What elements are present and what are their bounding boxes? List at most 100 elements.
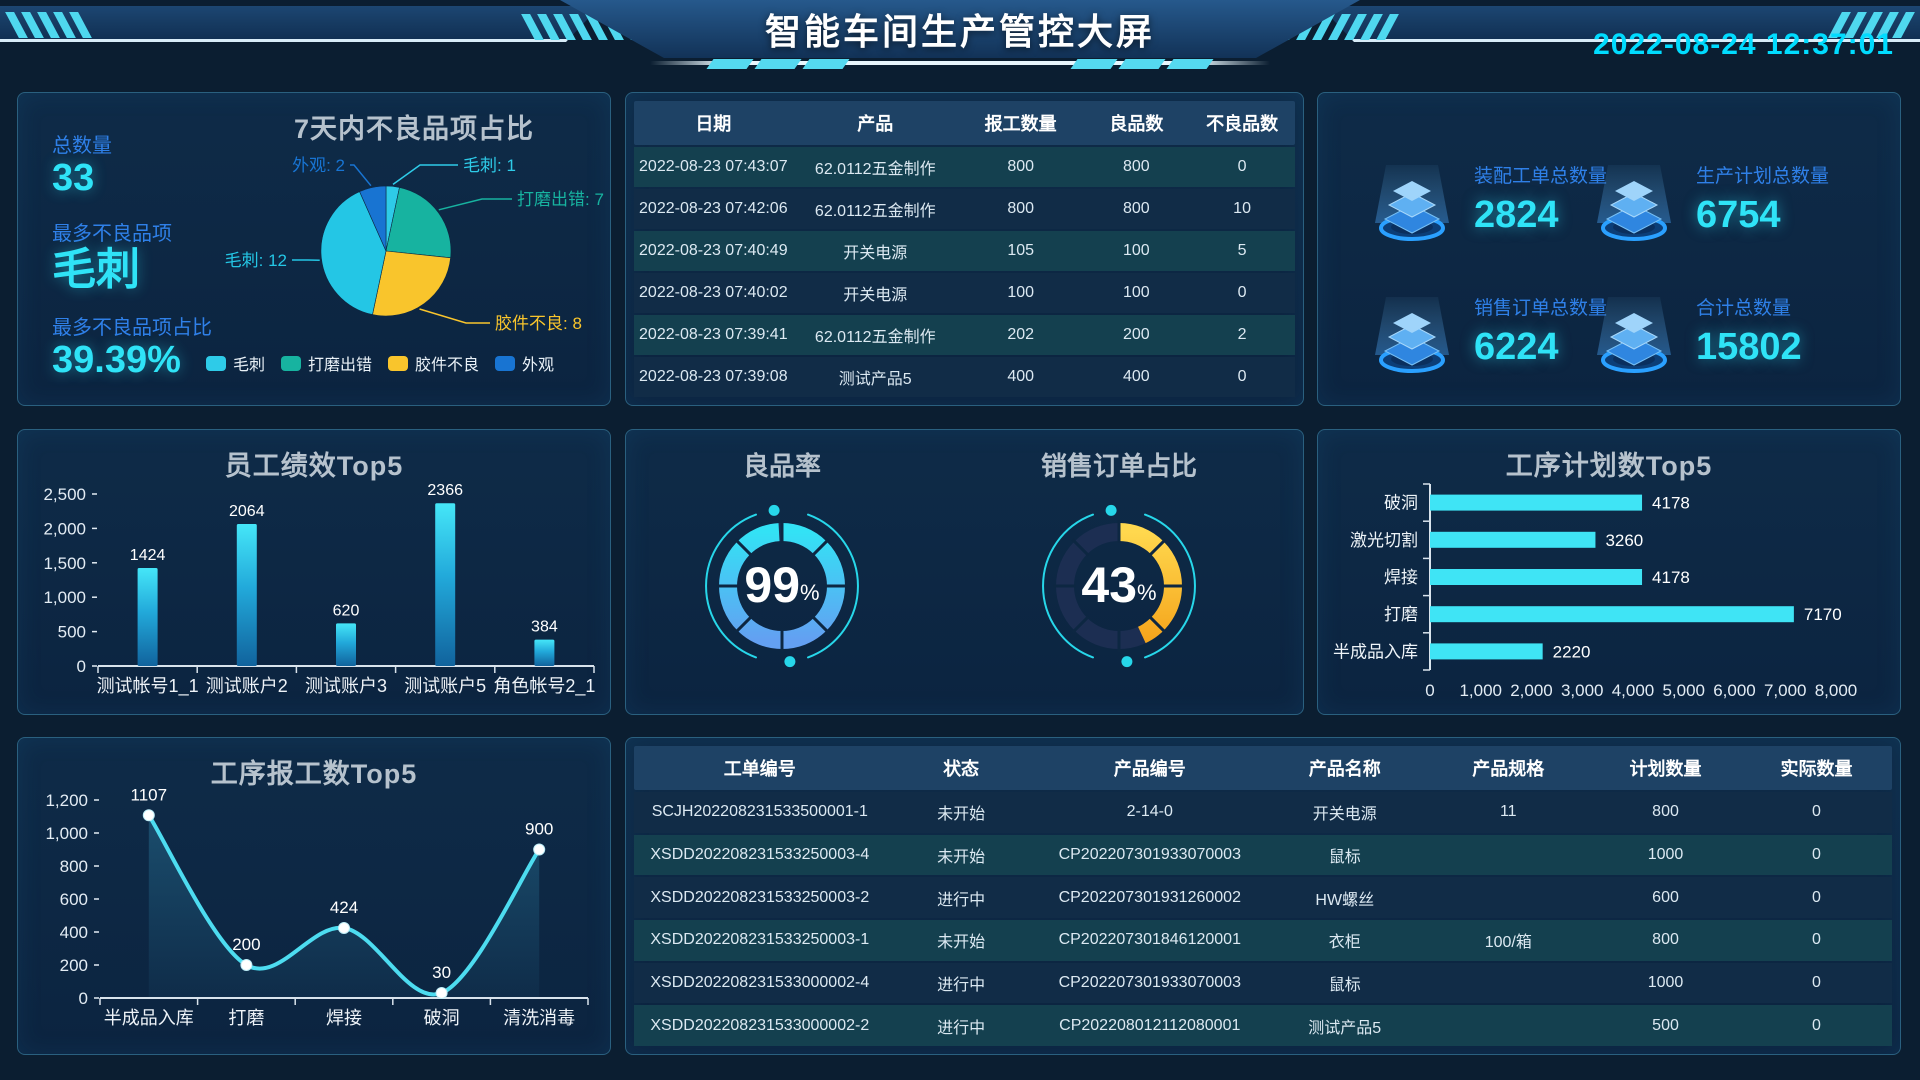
svg-text:测试帐号1_1: 测试帐号1_1: [97, 676, 199, 697]
svg-text:3260: 3260: [1605, 531, 1643, 550]
svg-text:0: 0: [77, 657, 86, 676]
table-cell: 500: [1652, 1016, 1679, 1034]
svg-text:焊接: 焊接: [326, 1008, 362, 1028]
stat-card-label: 销售订单总数量: [1474, 298, 1608, 319]
layer-stack-icon: [1362, 287, 1462, 387]
panel-performance-bar: 员工绩效Top5 0 500 1,000 1,500 2,000 2,500 1424 测试帐…: [17, 429, 611, 715]
table-cell: 鼠标: [1328, 977, 1361, 995]
svg-text:0: 0: [79, 989, 88, 1008]
table-row: 2022-08-23 07:42:06 62.0112五金制作 800 800 10: [634, 189, 1295, 229]
datetime-display: 2022-08-24 12:37:01: [1593, 28, 1894, 61]
table-cell: 进行中: [937, 977, 986, 995]
table-cell: 0: [1812, 931, 1821, 949]
table-cell: 202: [1007, 326, 1035, 343]
svg-text:焊接: 焊接: [1384, 568, 1418, 587]
svg-text:2,000: 2,000: [1510, 681, 1553, 700]
svg-text:2,000: 2,000: [43, 519, 86, 538]
table-cell: 0: [1812, 803, 1821, 821]
panel-title: 工序报工数Top5: [210, 759, 418, 789]
column-header: 产品: [857, 114, 894, 134]
table-cell: 0: [1237, 158, 1247, 175]
table-header-row: 日期 产品 报工数量 良品数 不良品数: [634, 101, 1295, 145]
table-cell: 800: [1122, 200, 1150, 217]
table-cell: 2: [1237, 326, 1247, 343]
order-table: 工单编号 状态 产品编号 产品名称 产品规格 计划数量 实际数量 SCJH2022082315…: [634, 746, 1892, 1047]
column-header: 不良品数: [1206, 114, 1279, 134]
table-cell: 0: [1237, 368, 1247, 385]
table-cell: 0: [1237, 284, 1247, 301]
stat-total: 总数量 33: [52, 129, 112, 200]
legend-item: 胶件不良: [388, 351, 479, 375]
table-row: 2022-08-23 07:39:41 62.0112五金制作 202 200 2: [634, 315, 1295, 355]
panel-plan-hbar: 工序计划数Top5 4178 破洞 3260 激光切割 4178 焊接 7170 打磨 2220…: [1317, 429, 1901, 715]
table-cell: 0: [1812, 888, 1821, 906]
svg-text:6,000: 6,000: [1713, 681, 1756, 700]
svg-text:破洞: 破洞: [424, 1008, 460, 1028]
table-cell: 开关电源: [843, 245, 908, 262]
svg-text:400: 400: [60, 923, 88, 942]
svg-text:打磨: 打磨: [1384, 605, 1418, 624]
panel-title: 员工绩效Top5: [224, 451, 404, 481]
table-cell: 10: [1233, 200, 1251, 217]
svg-text:毛刺: 1: 毛刺: 1: [463, 156, 516, 175]
svg-text:1,500: 1,500: [43, 554, 86, 573]
table-cell: 0: [1812, 974, 1821, 992]
page-title: 智能车间生产管控大屏: [764, 11, 1155, 52]
svg-text:600: 600: [60, 890, 88, 909]
panel-title: 工序计划数Top5: [1505, 451, 1713, 481]
svg-text:打磨: 打磨: [228, 1008, 264, 1028]
table-cell: 测试产品5: [1308, 1019, 1382, 1037]
table-cell: 100: [1122, 242, 1150, 259]
stat-top-defect: 最多不良品项 毛刺: [52, 217, 172, 294]
svg-text:424: 424: [330, 898, 358, 917]
table-cell: XSDD202208231533250003-4: [650, 846, 870, 863]
svg-text:1,000: 1,000: [1459, 681, 1502, 700]
table-row: 2022-08-23 07:40:49 开关电源 105 100 5: [634, 231, 1295, 271]
stat-card-production-plans: 生产计划总数量 6754: [1584, 155, 1829, 255]
svg-text:5,000: 5,000: [1662, 681, 1705, 700]
header-band-right: [1320, 6, 1920, 42]
table-cell: 2022-08-23 07:42:06: [639, 200, 788, 217]
stat-card-assembly-orders: 装配工单总数量 2824: [1362, 155, 1607, 255]
table-cell: 200: [1122, 326, 1150, 343]
svg-text:测试账户3: 测试账户3: [305, 676, 387, 696]
svg-text:测试账户2: 测试账户2: [206, 676, 288, 696]
stat-card-label: 合计总数量: [1696, 298, 1792, 319]
svg-text:半成品入库: 半成品入库: [1333, 642, 1418, 661]
report-table: 日期 产品 报工数量 良品数 不良品数 2022-08-23 07:43:07 62.011…: [634, 101, 1295, 397]
stat-card-total: 合计总数量 15802: [1584, 287, 1802, 387]
svg-text:1,200: 1,200: [45, 791, 88, 810]
stat-card-label: 生产计划总数量: [1696, 166, 1830, 187]
stat-card-value: 15802: [1696, 326, 1802, 368]
table-cell: 105: [1007, 242, 1035, 259]
svg-text:2,500: 2,500: [43, 485, 86, 504]
table-cell: 400: [1007, 368, 1035, 385]
svg-text:激光切割: 激光切割: [1350, 531, 1418, 550]
layer-stack-icon: [1362, 155, 1462, 255]
svg-text:3,000: 3,000: [1561, 681, 1604, 700]
table-cell: 400: [1122, 368, 1150, 385]
stat-card-sales-orders: 销售订单总数量 6224: [1362, 287, 1607, 387]
table-cell: CP202207301933070003: [1058, 846, 1241, 863]
good-rate-gauge: 99%: [705, 504, 859, 668]
table-cell: XSDD202208231533250003-1: [650, 931, 870, 949]
column-header: 产品名称: [1308, 759, 1381, 779]
table-cell: 鼠标: [1328, 849, 1361, 866]
svg-text:1,000: 1,000: [43, 588, 86, 607]
table-cell: HW螺丝: [1315, 891, 1375, 909]
stat-card-value: 6754: [1696, 194, 1781, 236]
table-cell: XSDD202208231533250003-2: [650, 888, 870, 906]
table-header-row: 工单编号 状态 产品编号 产品名称 产品规格 计划数量 实际数量: [634, 746, 1892, 790]
table-cell: 进行中: [937, 1019, 986, 1037]
layer-stack-icon: [1584, 155, 1684, 255]
table-cell: 1000: [1647, 846, 1684, 863]
header-band-left: [0, 6, 600, 42]
table-cell: 0: [1812, 846, 1821, 863]
column-header: 报工数量: [984, 114, 1057, 134]
stat-label: 最多不良品项占比: [52, 317, 212, 339]
svg-text:99%: 99%: [744, 557, 819, 613]
stat-card-value: 6224: [1474, 326, 1559, 368]
legend-item: 毛刺: [206, 351, 265, 375]
column-header: 计划数量: [1629, 759, 1702, 779]
